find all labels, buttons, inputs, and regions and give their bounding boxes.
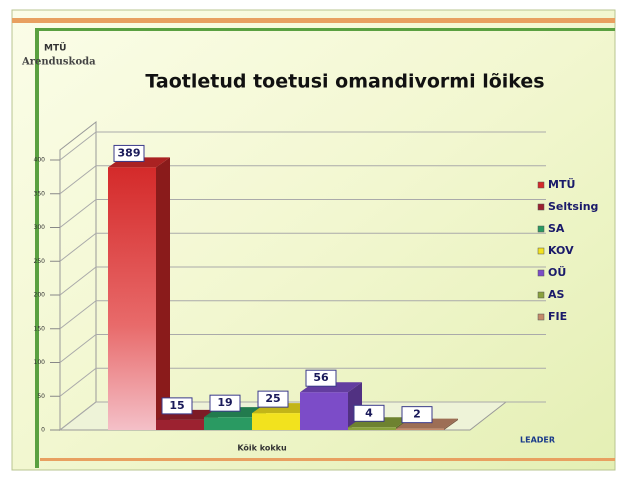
legend-swatch — [537, 313, 545, 321]
bar — [396, 428, 444, 430]
bar — [108, 167, 156, 431]
grid-line — [59, 300, 97, 330]
left-stripe — [35, 28, 39, 468]
legend-label: FIE — [548, 310, 567, 323]
bar-side — [156, 157, 170, 431]
y-tick-label: 300 — [34, 224, 46, 231]
legend-label: AS — [548, 288, 565, 301]
value-label-box — [161, 397, 193, 415]
y-tick-label: 250 — [34, 258, 46, 265]
value-label-box — [353, 404, 385, 422]
chart: 0 50 100 150 200 250 300 350 400 389 MTÜ 15 Seltsing… — [34, 120, 598, 453]
bar — [300, 392, 348, 430]
y-tick-label: 200 — [34, 292, 46, 299]
top-stripe-2 — [35, 28, 615, 31]
value-label: 2 — [413, 408, 421, 421]
legend-label: SA — [548, 222, 565, 235]
bar — [252, 413, 300, 430]
y-tick-label: 150 — [34, 325, 46, 332]
value-label-box — [113, 144, 145, 162]
value-label-box — [257, 390, 289, 408]
legend-label: KOV — [548, 244, 574, 257]
value-label: 25 — [265, 392, 280, 405]
bar — [204, 417, 252, 430]
legend-label: MTÜ — [548, 177, 575, 191]
bar — [348, 427, 396, 430]
grid-line — [59, 334, 97, 363]
legend-swatch — [537, 203, 545, 211]
legend-label: OÜ — [548, 265, 566, 279]
footer-logo: LEADER — [520, 436, 555, 445]
legend-swatch — [537, 181, 545, 189]
grid-line — [59, 131, 97, 161]
y-tick-label: 100 — [34, 359, 46, 366]
bar-side — [444, 418, 458, 430]
value-label: 15 — [169, 399, 184, 412]
logo-text: Arenduskoda — [21, 57, 96, 68]
logo-text: MTÜ — [44, 43, 66, 54]
grid-line — [59, 367, 97, 397]
top-stripe — [12, 18, 615, 23]
legend-swatch — [537, 247, 545, 255]
x-tick-label: Kõik kokku — [237, 444, 287, 453]
legend-swatch — [537, 291, 545, 299]
value-label-box — [305, 369, 337, 387]
y-tick-label: 350 — [34, 190, 46, 197]
value-label-box — [401, 406, 433, 424]
legend-swatch — [537, 225, 545, 233]
grid-line — [59, 165, 97, 195]
bar — [156, 419, 204, 430]
value-label: 4 — [365, 406, 373, 419]
bottom-stripe — [40, 458, 615, 461]
value-label: 56 — [313, 371, 329, 384]
value-label: 389 — [118, 146, 141, 159]
grid-line — [59, 401, 97, 431]
legend-label: Seltsing — [548, 200, 598, 213]
y-tick-label: 0 — [41, 427, 45, 434]
legend-swatch — [537, 269, 545, 277]
grid-line — [59, 232, 97, 262]
grid-line — [59, 199, 97, 228]
value-label: 19 — [217, 396, 232, 409]
grid-line — [59, 266, 97, 296]
chart-title: Taotletud toetusi omandivormi lõikes — [145, 71, 544, 93]
y-tick-label: 400 — [34, 157, 46, 164]
y-tick-label: 50 — [37, 393, 45, 400]
value-label-box — [209, 394, 241, 412]
